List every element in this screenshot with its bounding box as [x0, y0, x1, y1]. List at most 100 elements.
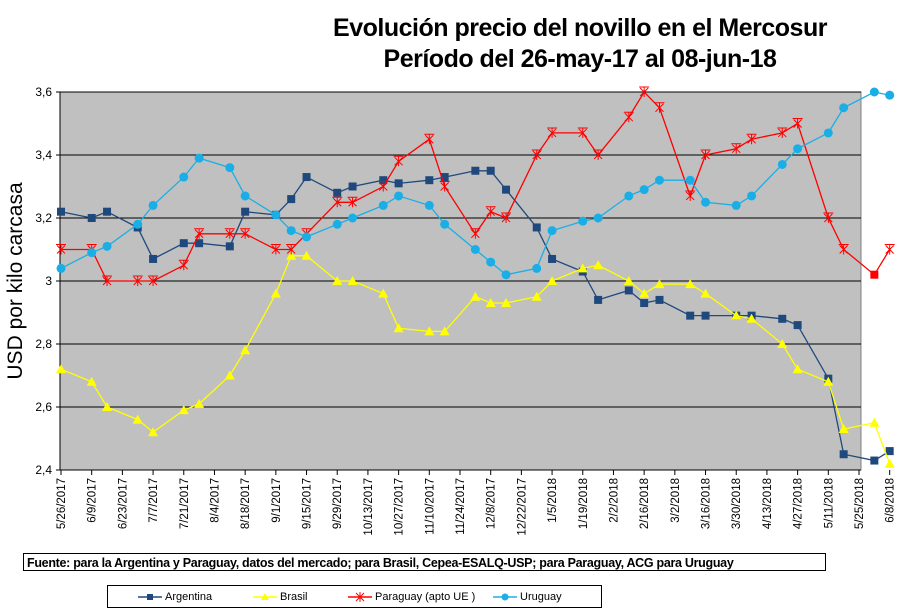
data-point	[347, 276, 358, 285]
x-tick-label: 2/16/2018	[639, 478, 651, 529]
y-tick-label: 2,4	[35, 463, 52, 477]
data-point	[594, 295, 603, 304]
legend-label-paraguay: Paraguay (apto UE )	[375, 591, 476, 603]
data-point	[148, 427, 159, 437]
x-tick-label: 10/27/2017	[394, 478, 406, 536]
data-point	[332, 276, 343, 285]
data-point	[731, 310, 742, 320]
data-point	[393, 155, 404, 167]
data-point	[439, 181, 450, 192]
data-point	[378, 200, 388, 210]
data-point	[686, 311, 695, 320]
x-tick-label: 12/8/2017	[486, 478, 498, 529]
data-point	[57, 207, 65, 216]
data-point	[639, 86, 650, 97]
data-point	[623, 111, 634, 123]
legend-label-uruguay: Uruguay	[520, 591, 562, 603]
data-point	[103, 207, 112, 216]
data-point	[224, 228, 235, 239]
data-point	[132, 275, 143, 286]
x-tick-label: 5/26/2017	[56, 478, 68, 529]
data-point	[685, 190, 696, 201]
data-point	[777, 127, 788, 138]
x-tick-label: 1/19/2018	[578, 478, 590, 529]
x-tick-label: 11/10/2017	[424, 478, 436, 535]
y-tick-label: 3	[45, 274, 52, 288]
data-point	[287, 195, 296, 204]
data-point	[271, 210, 281, 220]
data-point	[823, 376, 834, 386]
data-point	[593, 213, 603, 223]
data-point	[148, 275, 159, 286]
series-line	[61, 90, 891, 282]
x-tick-label: 5/25/2018	[854, 478, 866, 529]
data-point	[270, 288, 281, 298]
x-tick-label: 3/2/2018	[670, 478, 682, 523]
data-point	[623, 276, 634, 285]
y-axis-label: USD por kilo carcasa	[4, 182, 27, 380]
legend-item-argentina: Argentina	[138, 590, 212, 604]
data-point	[870, 456, 879, 465]
data-point	[884, 244, 895, 255]
data-point	[547, 226, 557, 236]
data-point	[439, 326, 450, 336]
data-point	[178, 259, 189, 271]
data-point	[56, 244, 66, 255]
data-point	[838, 244, 849, 255]
data-point	[332, 196, 343, 208]
legend-marker-uruguay	[493, 593, 517, 601]
data-point	[578, 216, 588, 226]
y-tick-label: 3,4	[35, 148, 52, 162]
x-tick-label: 6/23/2017	[117, 478, 129, 529]
data-point	[746, 133, 757, 145]
data-point	[884, 458, 895, 468]
x-tick-label: 4/13/2018	[762, 478, 774, 529]
data-point	[792, 364, 803, 374]
data-point	[87, 214, 96, 222]
legend-marker-paraguay	[348, 592, 372, 602]
data-point	[178, 405, 189, 415]
data-point	[485, 298, 496, 308]
data-point	[746, 313, 757, 323]
data-point	[348, 213, 358, 223]
x-tick-label: 10/13/2017	[363, 478, 375, 536]
data-point	[624, 191, 634, 201]
data-point	[225, 242, 234, 251]
data-point	[102, 275, 113, 286]
data-point	[394, 191, 404, 201]
data-point	[440, 173, 449, 182]
data-point	[485, 206, 496, 217]
legend-label-argentina: Argentina	[165, 591, 213, 603]
data-point	[593, 149, 604, 160]
x-tick-label: 11/24/2017	[455, 478, 467, 535]
x-tick-label: 8/18/2017	[240, 478, 252, 529]
data-point	[655, 175, 664, 185]
data-point	[470, 291, 481, 301]
source-note: Fuente: para la Argentina y Paraguay, da…	[23, 553, 826, 571]
data-point	[393, 323, 404, 333]
data-point	[700, 149, 711, 160]
data-point	[792, 118, 803, 129]
x-tick-label: 5/11/2018	[823, 478, 835, 528]
data-point	[87, 248, 97, 258]
y-tick-label: 3,6	[35, 85, 52, 99]
data-point	[486, 166, 495, 175]
data-point	[531, 149, 542, 160]
data-point	[823, 212, 834, 223]
data-point	[532, 263, 542, 273]
data-point	[379, 176, 388, 185]
data-point	[778, 314, 787, 323]
data-point	[793, 321, 802, 330]
data-point	[885, 90, 895, 100]
x-tick-label: 7/21/2017	[179, 478, 191, 529]
x-tick-label: 3/30/2018	[731, 478, 743, 529]
data-point	[301, 250, 312, 260]
legend-marker-brasil	[253, 593, 277, 600]
y-tick-label: 3,2	[35, 211, 52, 225]
legend-item-brasil: Brasil	[253, 590, 308, 604]
data-point	[378, 288, 389, 298]
x-tick-label: 2/2/2018	[608, 478, 620, 523]
data-point	[870, 270, 879, 279]
series-brasil	[56, 250, 895, 468]
x-tick-label: 6/9/2017	[87, 478, 99, 523]
